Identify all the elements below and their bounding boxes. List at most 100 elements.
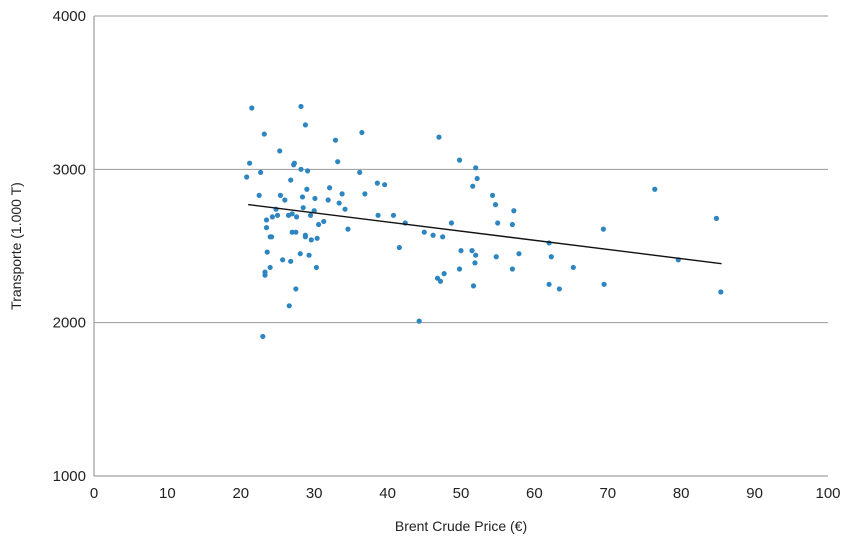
data-point xyxy=(713,215,720,221)
data-point xyxy=(382,182,388,188)
y-tick-label: 3000 xyxy=(53,161,86,178)
x-tick-label: 20 xyxy=(232,485,249,502)
data-point xyxy=(470,183,476,189)
data-point xyxy=(416,318,422,324)
data-point xyxy=(556,286,562,292)
data-point xyxy=(249,105,255,111)
data-point xyxy=(293,286,299,292)
x-tick-label: 50 xyxy=(453,485,470,502)
data-point xyxy=(298,166,304,172)
y-tick-label: 4000 xyxy=(53,8,86,25)
data-point xyxy=(430,232,436,238)
data-point xyxy=(511,208,517,214)
data-point xyxy=(313,264,320,271)
data-point xyxy=(277,148,283,154)
x-tick-labels: 0 10 20 30 40 50 60 70 80 90 100 xyxy=(90,485,841,502)
y-axis-title: Transporte (1.000 T) xyxy=(8,182,24,310)
data-point xyxy=(493,254,499,260)
data-point xyxy=(325,197,331,203)
x-tick-label: 100 xyxy=(815,485,840,502)
data-point xyxy=(600,226,606,232)
data-point xyxy=(473,252,479,258)
data-point xyxy=(456,157,463,163)
data-point xyxy=(244,174,250,180)
data-point xyxy=(546,281,552,287)
data-point xyxy=(277,192,284,198)
data-point xyxy=(263,225,270,231)
data-point xyxy=(261,131,267,137)
data-point xyxy=(307,212,314,218)
data-point xyxy=(601,281,607,287)
data-point xyxy=(448,220,455,226)
data-point xyxy=(516,251,522,257)
x-tick-label: 10 xyxy=(159,485,176,502)
data-point xyxy=(509,266,515,272)
data-point xyxy=(374,180,380,186)
data-point xyxy=(492,202,499,208)
data-point xyxy=(267,264,273,271)
data-point xyxy=(300,205,306,211)
data-point xyxy=(548,254,554,260)
data-point xyxy=(282,197,288,203)
data-point xyxy=(304,186,310,192)
data-point xyxy=(342,206,348,212)
x-tick-label: 0 xyxy=(90,485,98,502)
data-point xyxy=(390,212,397,218)
data-point xyxy=(336,200,342,206)
data-point xyxy=(570,264,576,271)
data-point xyxy=(327,185,333,191)
data-point xyxy=(489,192,496,198)
data-point xyxy=(256,192,262,198)
data-point xyxy=(652,186,658,192)
x-tick-label: 90 xyxy=(746,485,763,502)
data-point xyxy=(472,260,478,266)
data-point xyxy=(470,283,477,289)
data-point xyxy=(269,214,275,220)
data-point xyxy=(421,229,427,235)
data-point xyxy=(441,271,447,277)
x-tick-label: 80 xyxy=(673,485,690,502)
data-point xyxy=(458,248,464,254)
x-tick-label: 60 xyxy=(526,485,543,502)
data-point xyxy=(289,211,295,217)
data-point xyxy=(286,303,292,309)
data-point xyxy=(274,212,281,218)
data-point xyxy=(440,234,446,240)
data-point xyxy=(332,137,339,143)
data-point xyxy=(375,212,381,218)
x-axis-title: Brent Crude Price (€) xyxy=(395,518,527,534)
data-point xyxy=(312,195,318,202)
data-point xyxy=(308,237,314,243)
data-point xyxy=(396,244,402,251)
x-tick-label: 70 xyxy=(599,485,616,502)
data-point xyxy=(474,175,480,182)
data-point xyxy=(262,269,268,275)
data-point xyxy=(306,252,312,258)
data-point xyxy=(288,177,294,183)
data-point xyxy=(509,221,515,228)
data-point xyxy=(267,234,273,240)
data-point xyxy=(469,248,475,254)
data-point xyxy=(298,103,304,110)
data-point xyxy=(291,160,297,166)
data-points xyxy=(244,103,724,340)
data-point xyxy=(321,218,327,225)
data-point xyxy=(357,169,363,175)
data-point xyxy=(263,217,270,223)
y-tick-label: 1000 xyxy=(53,468,86,485)
data-point xyxy=(289,229,295,235)
gridlines xyxy=(94,15,828,324)
data-point xyxy=(299,194,306,200)
data-point xyxy=(345,226,351,232)
data-point xyxy=(304,168,311,174)
data-point xyxy=(436,134,442,140)
data-point xyxy=(718,289,724,295)
data-point xyxy=(293,229,299,235)
data-point xyxy=(495,220,501,226)
data-point xyxy=(297,251,303,257)
data-point xyxy=(456,266,463,272)
data-point xyxy=(434,275,441,281)
axes xyxy=(93,16,828,477)
data-point xyxy=(339,191,345,197)
